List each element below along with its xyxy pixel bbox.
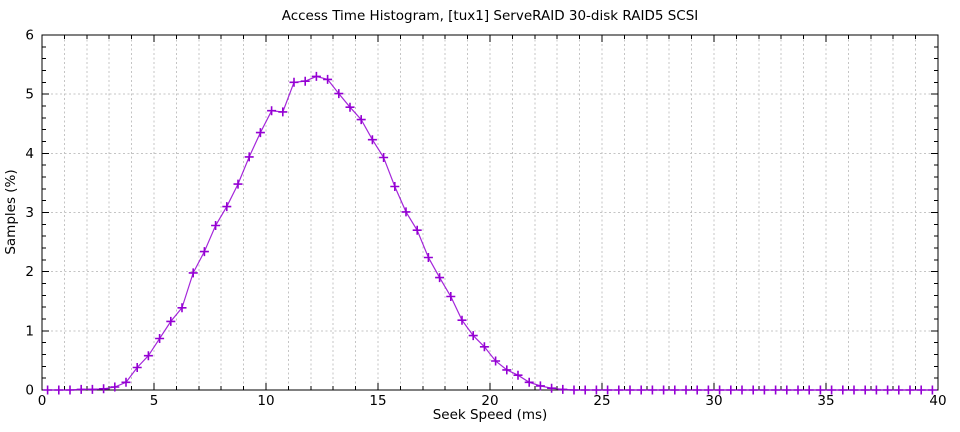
grid [42, 35, 938, 390]
y-tick-label: 4 [25, 146, 34, 162]
y-tick-label: 5 [25, 87, 34, 103]
x-tick-label: 20 [481, 393, 498, 409]
y-tick-label: 3 [25, 205, 34, 221]
y-tick-label: 6 [25, 28, 34, 44]
x-tick-label: 35 [817, 393, 834, 409]
x-tick-label: 5 [150, 393, 159, 409]
x-tick-label: 30 [705, 393, 722, 409]
y-tick-label: 0 [25, 383, 34, 399]
x-tick-label: 40 [929, 393, 946, 409]
tick-labels: 0 5 10 15 20 25 30 35 40 0 1 2 3 4 5 6 [25, 28, 946, 410]
y-tick-label: 1 [25, 323, 34, 339]
x-tick-label: 25 [593, 393, 610, 409]
chart-title: Access Time Histogram, [tux1] ServeRAID … [281, 8, 699, 24]
x-axis-label: Seek Speed (ms) [432, 407, 548, 423]
x-tick-label: 15 [369, 393, 386, 409]
series-markers [43, 71, 937, 395]
x-tick-label: 10 [257, 393, 274, 409]
x-tick-label: 0 [38, 393, 47, 409]
y-tick-label: 2 [25, 264, 34, 280]
